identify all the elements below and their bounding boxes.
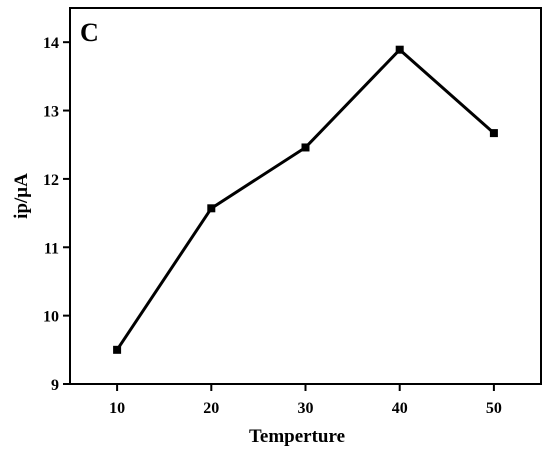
y-tick-label: 12 [43,172,59,189]
y-tick-label: 14 [43,35,59,52]
x-tick-label: 20 [203,400,219,417]
data-point [489,129,498,138]
plot-frame [69,7,542,385]
y-tick-label: 10 [43,309,59,326]
x-axis-title: Temperture [249,426,345,447]
data-point [395,45,404,54]
y-axis: 9 10 11 12 13 14 [43,35,70,394]
data-point [301,143,310,152]
x-tick-label: 30 [298,400,314,417]
y-tick-label: 13 [43,104,59,121]
y-tick-label: 9 [51,377,59,394]
x-axis: 10 20 30 40 50 [109,384,502,417]
x-tick-label: 40 [392,400,408,417]
x-tick-label: 50 [486,400,502,417]
x-tick-label: 10 [109,400,125,417]
data-point [207,204,216,213]
data-series [113,45,498,354]
panel-label: C [80,18,99,47]
series-line [115,47,495,351]
y-tick-label: 11 [44,240,59,257]
data-point [113,345,122,354]
y-axis-title: ip/μA [11,173,32,219]
